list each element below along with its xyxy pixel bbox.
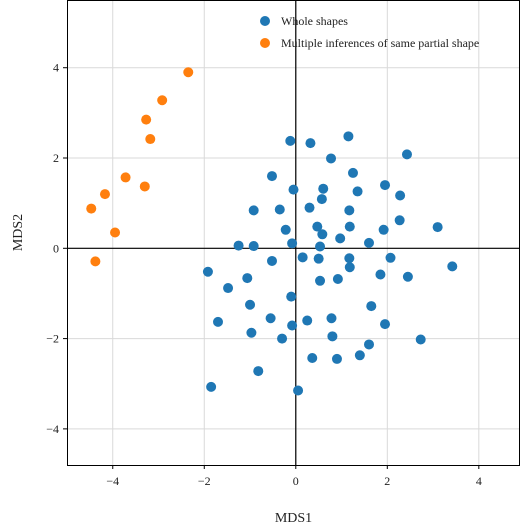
point-partial-shape [139,181,150,192]
point-whole-shape [331,353,342,364]
y-tick-label: 0 [53,241,59,255]
point-whole-shape [242,273,253,284]
y-tick-label: 2 [53,151,59,165]
point-whole-shape [335,233,346,244]
legend-marker-whole-shapes [260,16,270,26]
legend: Whole shapes Multiple inferences of same… [260,14,479,50]
point-whole-shape [202,266,213,277]
point-whole-shape [287,320,298,331]
point-whole-shape [380,180,391,191]
point-whole-shape [415,334,426,345]
point-whole-shape [287,238,298,249]
point-whole-shape [327,331,338,342]
x-tick-label: −4 [106,474,119,488]
plot-frame [67,0,520,466]
point-whole-shape [266,171,277,182]
point-whole-shape [315,241,326,252]
point-whole-shape [248,241,259,252]
data-points [86,67,458,396]
point-whole-shape [253,366,264,377]
point-whole-shape [344,205,355,216]
point-partial-shape [157,95,168,106]
x-axis-label: MDS1 [275,511,312,526]
point-whole-shape [317,229,328,240]
point-whole-shape [432,222,443,233]
point-whole-shape [344,262,355,273]
point-partial-shape [99,189,110,200]
point-whole-shape [293,385,304,396]
point-whole-shape [302,315,313,326]
legend-label-whole-shapes: Whole shapes [281,14,348,28]
point-whole-shape [233,240,244,251]
point-whole-shape [332,274,343,284]
y-axis-label: MDS2 [11,214,26,251]
point-whole-shape [402,271,413,282]
point-whole-shape [265,313,276,324]
point-whole-shape [206,381,217,392]
point-whole-shape [344,253,355,264]
point-whole-shape [347,167,358,178]
point-whole-shape [315,275,326,286]
point-whole-shape [352,186,363,197]
point-whole-shape [280,224,291,235]
point-whole-shape [318,183,329,194]
legend-marker-partial-shape [260,38,270,48]
point-whole-shape [316,194,327,205]
point-whole-shape [326,153,337,164]
point-whole-shape [288,184,299,195]
y-tick-label: −4 [46,422,59,436]
point-whole-shape [395,190,406,201]
point-partial-shape [141,114,152,125]
point-whole-shape [286,291,297,302]
point-partial-shape [183,67,194,78]
point-whole-shape [304,202,315,213]
point-partial-shape [145,134,156,145]
point-whole-shape [447,261,458,272]
point-partial-shape [120,172,131,183]
point-whole-shape [213,316,223,327]
point-whole-shape [344,221,355,232]
x-tick-label: 4 [476,474,482,488]
point-whole-shape [366,301,377,312]
point-whole-shape [343,131,354,142]
point-whole-shape [326,313,337,324]
point-whole-shape [401,149,412,160]
x-tick-label: 2 [384,474,390,488]
y-tick-label: 4 [53,61,59,75]
point-whole-shape [305,138,316,149]
tick-labels: −4 −2 0 2 4 −4 −2 0 2 4 [46,61,482,488]
point-whole-shape [277,333,288,344]
point-whole-shape [246,327,257,338]
point-whole-shape [378,224,389,235]
point-whole-shape [394,215,405,226]
x-tick-label: −2 [198,474,211,488]
point-whole-shape [245,299,256,310]
zero-lines [67,0,520,465]
point-partial-shape [90,256,101,267]
point-whole-shape [307,353,318,364]
point-partial-shape [110,227,121,238]
legend-label-partial-shape: Multiple inferences of same partial shap… [281,36,479,50]
point-partial-shape [86,203,97,214]
x-tick-label: 0 [293,474,299,488]
grid-lines [67,0,520,465]
point-whole-shape [248,205,259,216]
point-whole-shape [364,339,374,350]
point-whole-shape [313,253,324,264]
point-whole-shape [297,252,308,263]
point-whole-shape [364,237,374,248]
point-whole-shape [312,221,323,232]
point-whole-shape [274,204,285,215]
point-whole-shape [380,319,391,330]
point-whole-shape [375,269,386,280]
point-whole-shape [354,350,365,361]
y-tick-label: −2 [46,332,59,346]
point-whole-shape [266,255,277,266]
point-whole-shape [223,283,234,294]
point-whole-shape [285,135,296,146]
point-whole-shape [385,252,396,263]
